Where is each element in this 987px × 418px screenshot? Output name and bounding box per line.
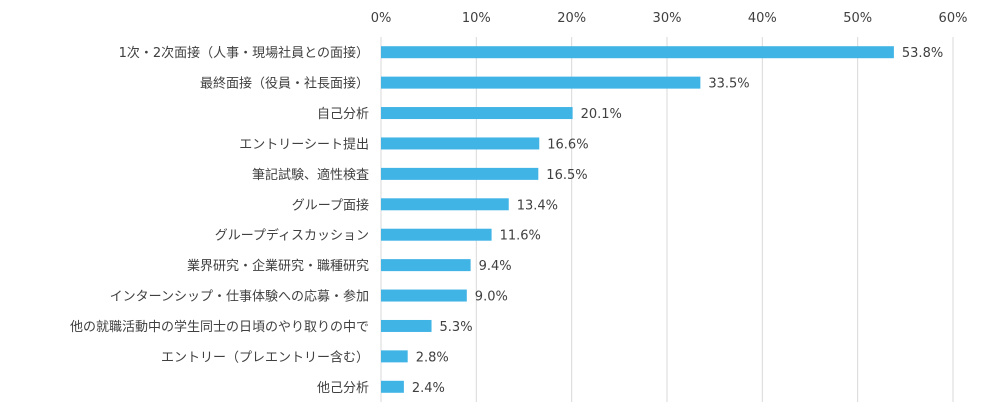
category-label: グループ面接 <box>292 197 369 213</box>
data-label: 13.4% <box>517 198 558 213</box>
category-label: 自己分析 <box>317 107 369 122</box>
data-label: 53.8% <box>902 46 943 61</box>
data-label: 33.5% <box>708 77 749 92</box>
data-label: 5.3% <box>440 320 473 335</box>
bar <box>381 76 701 89</box>
grid-layer <box>380 37 954 402</box>
data-label: 2.4% <box>412 381 445 396</box>
data-label: 16.6% <box>547 137 588 152</box>
x-tick-label: 30% <box>653 11 682 26</box>
x-tick-label: 10% <box>462 11 491 26</box>
category-label: エントリーシート提出 <box>239 136 369 152</box>
category-label: 最終面接（役員・社長面接） <box>200 76 369 92</box>
category-label: 他己分析 <box>317 381 369 396</box>
bar <box>381 350 408 363</box>
bar <box>381 137 540 150</box>
x-tick-label: 60% <box>939 11 968 26</box>
category-label: エントリー（プレエントリー含む） <box>161 349 369 365</box>
category-label: 他の就職活動中の学生同士の日頃のやり取りの中で <box>70 319 369 335</box>
data-label: 9.4% <box>479 259 512 274</box>
bar <box>381 167 539 180</box>
bar <box>381 228 492 241</box>
data-label: 20.1% <box>581 107 622 122</box>
category-labels: 1次・2次面接（人事・現場社員との面接） 最終面接（役員・社長面接） 自己分析エント… <box>70 45 369 396</box>
bar <box>381 107 573 120</box>
data-label: 16.5% <box>546 168 587 183</box>
x-tick-label: 0% <box>371 11 392 26</box>
bar <box>381 380 404 393</box>
data-label: 11.6% <box>500 229 541 244</box>
bar <box>381 319 432 332</box>
bar <box>381 289 467 302</box>
x-tick-label: 40% <box>748 11 777 26</box>
data-label: 2.8% <box>416 350 449 365</box>
category-label: 業界研究・企業研究・職種研究 <box>187 258 369 274</box>
category-label: グループディスカッション <box>215 228 369 244</box>
category-label: 筆記試験、適性検査 <box>252 167 369 183</box>
x-tick-label: 50% <box>843 11 872 26</box>
bar <box>381 259 471 272</box>
data-labels: 53.8% 33.5% 20.1% 16.6% 16.5% 13.4% 11.6% 9.4% 9… <box>412 46 943 396</box>
category-label: インターンシップ・仕事体験への応募・参加 <box>110 289 369 305</box>
bar <box>381 46 894 59</box>
x-axis-ticks: 0% 10% 20% 30% 40% 50% 60% <box>371 11 968 26</box>
category-label: 1次・2次面接（人事・現場社員との面接） <box>119 45 369 61</box>
data-label: 9.0% <box>475 290 508 305</box>
bars <box>381 46 894 393</box>
bar <box>381 198 509 211</box>
x-tick-label: 20% <box>557 11 586 26</box>
